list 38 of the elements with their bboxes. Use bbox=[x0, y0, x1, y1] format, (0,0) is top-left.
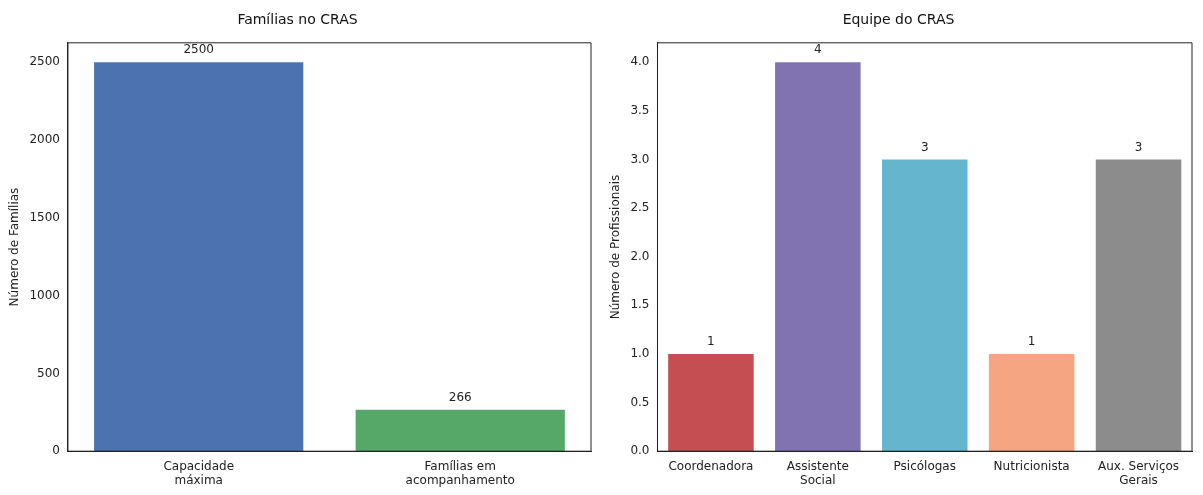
data-label: 3 bbox=[920, 139, 929, 154]
y-tick-label: 0.0 bbox=[630, 443, 650, 458]
data-label: 2500 bbox=[183, 42, 214, 57]
y-tick-label: 4.0 bbox=[630, 54, 650, 69]
data-label: 1 bbox=[1027, 334, 1036, 349]
data-label: 1 bbox=[707, 334, 715, 349]
y-tick-label: 2500 bbox=[29, 54, 60, 69]
y-tick-label: 500 bbox=[37, 365, 60, 380]
bar bbox=[881, 159, 968, 452]
x-tick-label: Famílias em acompanhamento bbox=[405, 458, 515, 487]
y-tick-label: 1.5 bbox=[630, 297, 650, 312]
y-tick-label: 2.5 bbox=[630, 200, 650, 215]
data-label: 4 bbox=[814, 42, 822, 57]
y-tick-label: 1.0 bbox=[630, 346, 650, 361]
x-tick-label: Assistente Social bbox=[786, 458, 849, 487]
bar bbox=[668, 353, 754, 452]
y-tick-label: 3.0 bbox=[630, 151, 650, 166]
y-axis-title: Número de Profissionais bbox=[608, 174, 623, 320]
y-tick-label: 1500 bbox=[29, 209, 60, 224]
x-tick-label: Coordenadora bbox=[668, 458, 754, 473]
chart-title: Famílias no CRAS bbox=[237, 11, 358, 28]
y-tick-label: 1000 bbox=[29, 287, 60, 302]
bar bbox=[1095, 159, 1182, 452]
y-tick-label: 2.0 bbox=[630, 248, 650, 263]
x-tick-label: Aux. Serviços Gerais bbox=[1097, 458, 1180, 487]
y-axis-title: Número de Famílias bbox=[7, 187, 22, 307]
x-tick-label: Capacidade máxima bbox=[163, 458, 235, 487]
x-tick-label: Psicólogas bbox=[893, 458, 956, 473]
data-label: 266 bbox=[448, 389, 472, 404]
y-tick-label: 0.5 bbox=[630, 394, 650, 409]
bar bbox=[988, 353, 1075, 452]
data-label: 3 bbox=[1134, 139, 1143, 154]
y-tick-label: 0 bbox=[52, 443, 60, 458]
bar bbox=[775, 62, 861, 452]
x-tick-label: Nutricionista bbox=[993, 458, 1070, 473]
chart-title: Equipe do CRAS bbox=[842, 11, 955, 28]
y-tick-label: 2000 bbox=[29, 132, 60, 147]
y-tick-label: 3.5 bbox=[630, 102, 650, 117]
